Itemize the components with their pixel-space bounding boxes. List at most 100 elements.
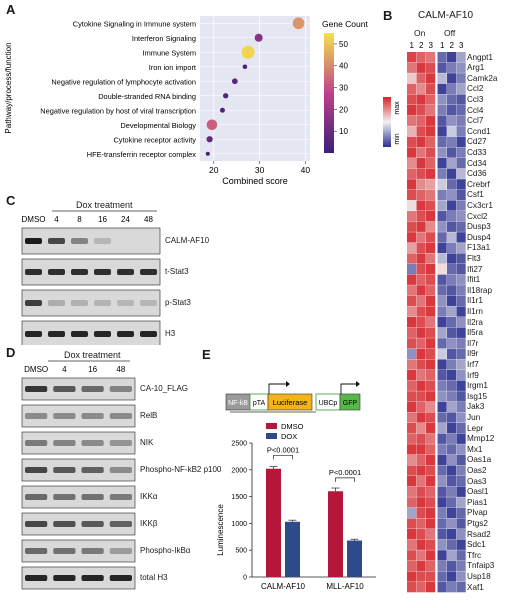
heatmap-cell xyxy=(426,465,436,476)
heatmap-cell xyxy=(437,105,447,116)
lane-label: 8 xyxy=(77,215,82,224)
pathway-label: Interferon Signaling xyxy=(132,34,196,43)
heatmap-cell xyxy=(447,412,457,423)
heatmap-cell xyxy=(426,539,436,550)
heatmap-cell xyxy=(447,370,457,381)
data-point xyxy=(205,151,210,156)
blot-label: H3 xyxy=(165,329,176,338)
western-blot-d: DMSO 4 16 48 xyxy=(21,360,136,590)
heatmap-cell xyxy=(416,497,426,508)
heatmap-cell xyxy=(407,200,417,211)
blot-band xyxy=(81,521,104,527)
y-tick-label: 0 xyxy=(243,575,247,582)
heatmap-cell xyxy=(456,317,466,328)
blot-band xyxy=(53,494,76,500)
heatmap-cell xyxy=(456,253,466,264)
x-tick-label: 30 xyxy=(255,165,265,175)
pathway-label: Negative regulation of lymphocyte activa… xyxy=(51,77,196,86)
heatmap-cell xyxy=(447,476,457,487)
lane-label: DMSO xyxy=(24,365,48,374)
luciferase-label: Luciferase xyxy=(273,398,308,407)
heatmap-cell xyxy=(416,264,426,275)
blot-band xyxy=(81,413,104,419)
heatmap-cell xyxy=(426,126,436,137)
heatmap-cell xyxy=(426,52,436,63)
heatmap-cell xyxy=(456,380,466,391)
heatmap-cell xyxy=(407,433,417,444)
blot-band xyxy=(94,269,111,275)
y-tick-label: 1500 xyxy=(231,494,247,501)
heatmap-cell xyxy=(416,550,426,561)
heatmap-cell xyxy=(426,380,436,391)
heatmap-cell xyxy=(447,401,457,413)
gene-label: Oas2 xyxy=(467,465,487,475)
blot-band xyxy=(53,575,76,581)
heatmap-cell xyxy=(456,327,466,338)
heatmap-cell xyxy=(437,571,447,582)
heatmap-cell xyxy=(447,327,457,338)
heatmap-cell xyxy=(407,189,417,201)
heatmap-cell xyxy=(447,126,457,137)
heatmap-cell xyxy=(407,348,417,360)
heatmap-cell xyxy=(456,444,466,455)
blot-strip xyxy=(21,458,136,482)
heatmap-cell xyxy=(456,433,466,444)
blot-band xyxy=(53,467,76,473)
heatmap-cell xyxy=(416,338,426,349)
gene-label: Il5ra xyxy=(467,328,483,338)
heatmap-cell xyxy=(456,507,466,519)
blot-band xyxy=(48,300,65,306)
blot-label: CA-10_FLAG xyxy=(140,384,189,393)
heatmap-cell xyxy=(437,433,447,444)
heatmap-cell xyxy=(416,444,426,455)
heatmap-cell xyxy=(447,423,457,434)
heatmap-cell xyxy=(407,571,417,582)
heatmap-cell xyxy=(407,454,417,466)
heatmap-cell xyxy=(416,94,426,105)
heatmap-cell xyxy=(447,211,457,222)
replicate-label: 2 xyxy=(450,41,455,50)
legend-title: Gene Count xyxy=(322,19,368,29)
heatmap-cell xyxy=(456,454,466,466)
heatmap-cell xyxy=(447,62,457,73)
heatmap-cell xyxy=(437,529,447,540)
blot-band xyxy=(25,548,48,554)
heatmap-cell xyxy=(407,380,417,391)
heatmap-cell xyxy=(416,348,426,360)
heatmap-cell xyxy=(437,94,447,105)
heatmap-cell xyxy=(437,295,447,307)
blot-strip xyxy=(21,320,161,345)
heatmap-cell xyxy=(416,306,426,317)
heatmap-cell xyxy=(426,529,436,540)
heatmap-cell xyxy=(447,454,457,466)
heatmap-cell xyxy=(407,497,417,508)
heatmap-cell xyxy=(407,168,417,179)
gene-label: Flt3 xyxy=(467,253,481,263)
heatmap-cell xyxy=(437,348,447,360)
gene-label: Irgm1 xyxy=(467,381,488,391)
heatmap-cell xyxy=(447,158,457,169)
heatmap-cell xyxy=(426,221,436,232)
heatmap-cell xyxy=(407,285,417,296)
heatmap-cell xyxy=(426,423,436,434)
heatmap-cell xyxy=(407,147,417,158)
heatmap-cell xyxy=(416,285,426,296)
pathway-label: Iron ion import xyxy=(149,63,196,72)
legend-swatch-dox xyxy=(266,433,277,439)
pathway-label: HFE-transferrin receptor complex xyxy=(87,150,197,159)
heatmap-cell xyxy=(416,179,426,190)
heatmap-cell xyxy=(456,582,466,593)
gfp-gene xyxy=(339,393,361,411)
heatmap-cell xyxy=(437,497,447,508)
heatmap-cell xyxy=(416,359,426,370)
heatmap-cell xyxy=(407,136,417,148)
blot-band xyxy=(81,548,104,554)
heatmap-cell xyxy=(437,126,447,137)
replicate-label: 1 xyxy=(440,41,445,50)
heatmap-cell xyxy=(426,582,436,593)
blot-band xyxy=(53,521,76,527)
heatmap-cell xyxy=(416,147,426,158)
heatmap-cell xyxy=(416,158,426,169)
heatmap-cell xyxy=(447,189,457,201)
